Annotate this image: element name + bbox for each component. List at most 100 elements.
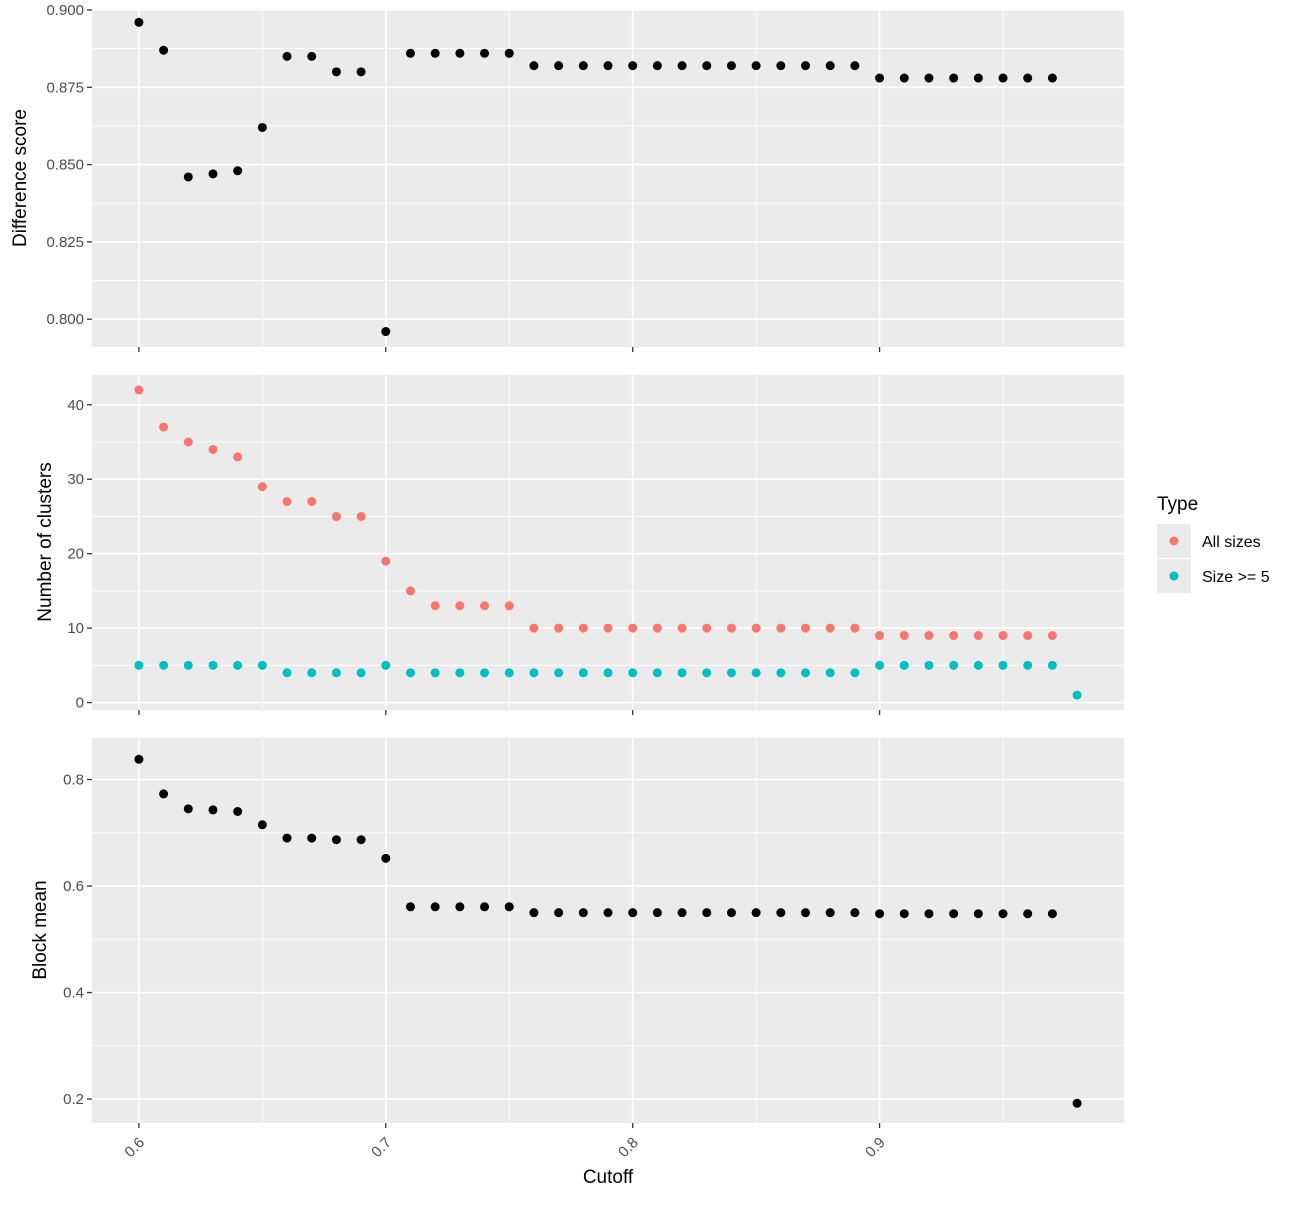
- y-axis-label-bottom: Block mean: [30, 880, 51, 979]
- data-point-top: [134, 17, 144, 27]
- data-point-bottom: [1023, 909, 1033, 919]
- data-point-middle-series-0: [801, 623, 811, 633]
- data-point-bottom: [1047, 909, 1057, 919]
- y-tick-label-top: 0.900: [46, 2, 84, 19]
- data-point-top: [504, 48, 514, 58]
- data-point-bottom: [282, 833, 292, 843]
- data-point-top: [751, 61, 761, 71]
- data-point-top: [998, 73, 1008, 83]
- data-point-top: [183, 172, 193, 182]
- panel-background-top: [92, 10, 1124, 347]
- data-point-bottom: [924, 909, 934, 919]
- data-point-middle-series-0: [603, 623, 613, 633]
- data-point-bottom: [183, 804, 193, 814]
- data-point-top: [1047, 73, 1057, 83]
- data-point-top: [776, 61, 786, 71]
- data-point-bottom: [159, 789, 169, 799]
- data-point-bottom: [529, 908, 539, 918]
- y-tick-label-middle: 40: [67, 397, 84, 414]
- data-point-middle-series-0: [899, 631, 909, 641]
- x-axis-label: Cutoff: [583, 1167, 634, 1188]
- data-point-bottom: [233, 806, 243, 816]
- data-point-top: [603, 61, 613, 71]
- data-point-top: [356, 67, 366, 77]
- data-point-middle-series-1: [776, 668, 786, 678]
- data-point-middle-series-1: [282, 668, 292, 678]
- data-point-middle-series-0: [307, 497, 317, 507]
- data-point-middle-series-1: [603, 668, 613, 678]
- data-point-middle-series-0: [949, 631, 959, 641]
- data-point-middle-series-1: [702, 668, 712, 678]
- data-point-top: [307, 51, 317, 61]
- data-point-top: [628, 61, 638, 71]
- legend: Type All sizes Size >= 5: [1157, 494, 1270, 593]
- data-point-middle-series-0: [578, 623, 588, 633]
- points-layer: [134, 17, 1082, 1108]
- data-point-bottom: [356, 835, 366, 845]
- data-point-middle-series-0: [677, 623, 687, 633]
- data-point-bottom: [726, 908, 736, 918]
- data-point-top: [652, 61, 662, 71]
- data-point-middle-series-0: [702, 623, 712, 633]
- data-point-bottom: [405, 902, 415, 912]
- y-tick-label-middle: 10: [67, 620, 84, 637]
- data-point-middle-series-1: [208, 660, 218, 670]
- data-point-middle-series-1: [554, 668, 564, 678]
- data-point-middle-series-0: [233, 452, 243, 462]
- data-point-middle-series-1: [973, 660, 983, 670]
- data-point-middle-series-1: [134, 660, 144, 670]
- y-tick-label-middle: 0: [76, 695, 84, 712]
- y-axis-label-top: Difference score: [10, 109, 31, 247]
- data-point-bottom: [554, 908, 564, 918]
- data-point-bottom: [307, 833, 317, 843]
- data-point-middle-series-1: [307, 668, 317, 678]
- data-point-bottom: [480, 902, 490, 912]
- data-point-middle-series-0: [159, 422, 169, 432]
- y-tick-label-top: 0.875: [46, 79, 84, 96]
- y-tick-label-bottom: 0.4: [63, 985, 84, 1002]
- data-point-middle-series-0: [405, 586, 415, 596]
- data-point-middle-series-0: [282, 497, 292, 507]
- data-point-top: [702, 61, 712, 71]
- data-point-bottom: [801, 908, 811, 918]
- data-point-bottom: [875, 909, 885, 919]
- data-point-top: [455, 48, 465, 58]
- data-point-middle-series-1: [850, 668, 860, 678]
- y-tick-label-top: 0.850: [46, 157, 84, 174]
- data-point-middle-series-1: [233, 660, 243, 670]
- data-point-top: [949, 73, 959, 83]
- data-point-bottom: [455, 902, 465, 912]
- data-point-middle-series-0: [455, 601, 465, 611]
- data-point-middle-series-1: [628, 668, 638, 678]
- data-point-middle-series-1: [801, 668, 811, 678]
- y-tick-label-bottom: 0.8: [63, 772, 84, 789]
- data-point-top: [159, 45, 169, 55]
- data-point-middle-series-1: [875, 660, 885, 670]
- data-point-middle-series-1: [924, 660, 934, 670]
- data-point-middle-series-1: [504, 668, 514, 678]
- data-point-middle-series-0: [726, 623, 736, 633]
- data-point-bottom: [850, 908, 860, 918]
- data-point-top: [257, 122, 267, 132]
- data-point-top: [233, 166, 243, 176]
- data-point-middle-series-1: [331, 668, 341, 678]
- y-axis-label-middle: Number of clusters: [35, 462, 56, 621]
- data-point-top: [430, 48, 440, 58]
- legend-label-all-sizes: All sizes: [1202, 534, 1261, 551]
- data-point-bottom: [825, 908, 835, 918]
- data-point-middle-series-0: [529, 623, 539, 633]
- data-point-middle-series-1: [405, 668, 415, 678]
- data-point-middle-series-0: [825, 623, 835, 633]
- data-point-middle-series-0: [875, 631, 885, 641]
- data-point-bottom: [257, 820, 267, 830]
- data-point-middle-series-0: [1047, 631, 1057, 641]
- data-point-top: [801, 61, 811, 71]
- data-point-bottom: [973, 909, 983, 919]
- y-tick-label-bottom: 0.6: [63, 878, 84, 895]
- data-point-middle-series-0: [430, 601, 440, 611]
- data-point-top: [529, 61, 539, 71]
- data-point-middle-series-1: [751, 668, 761, 678]
- data-point-middle-series-1: [257, 660, 267, 670]
- data-point-top: [1023, 73, 1033, 83]
- data-point-middle-series-1: [677, 668, 687, 678]
